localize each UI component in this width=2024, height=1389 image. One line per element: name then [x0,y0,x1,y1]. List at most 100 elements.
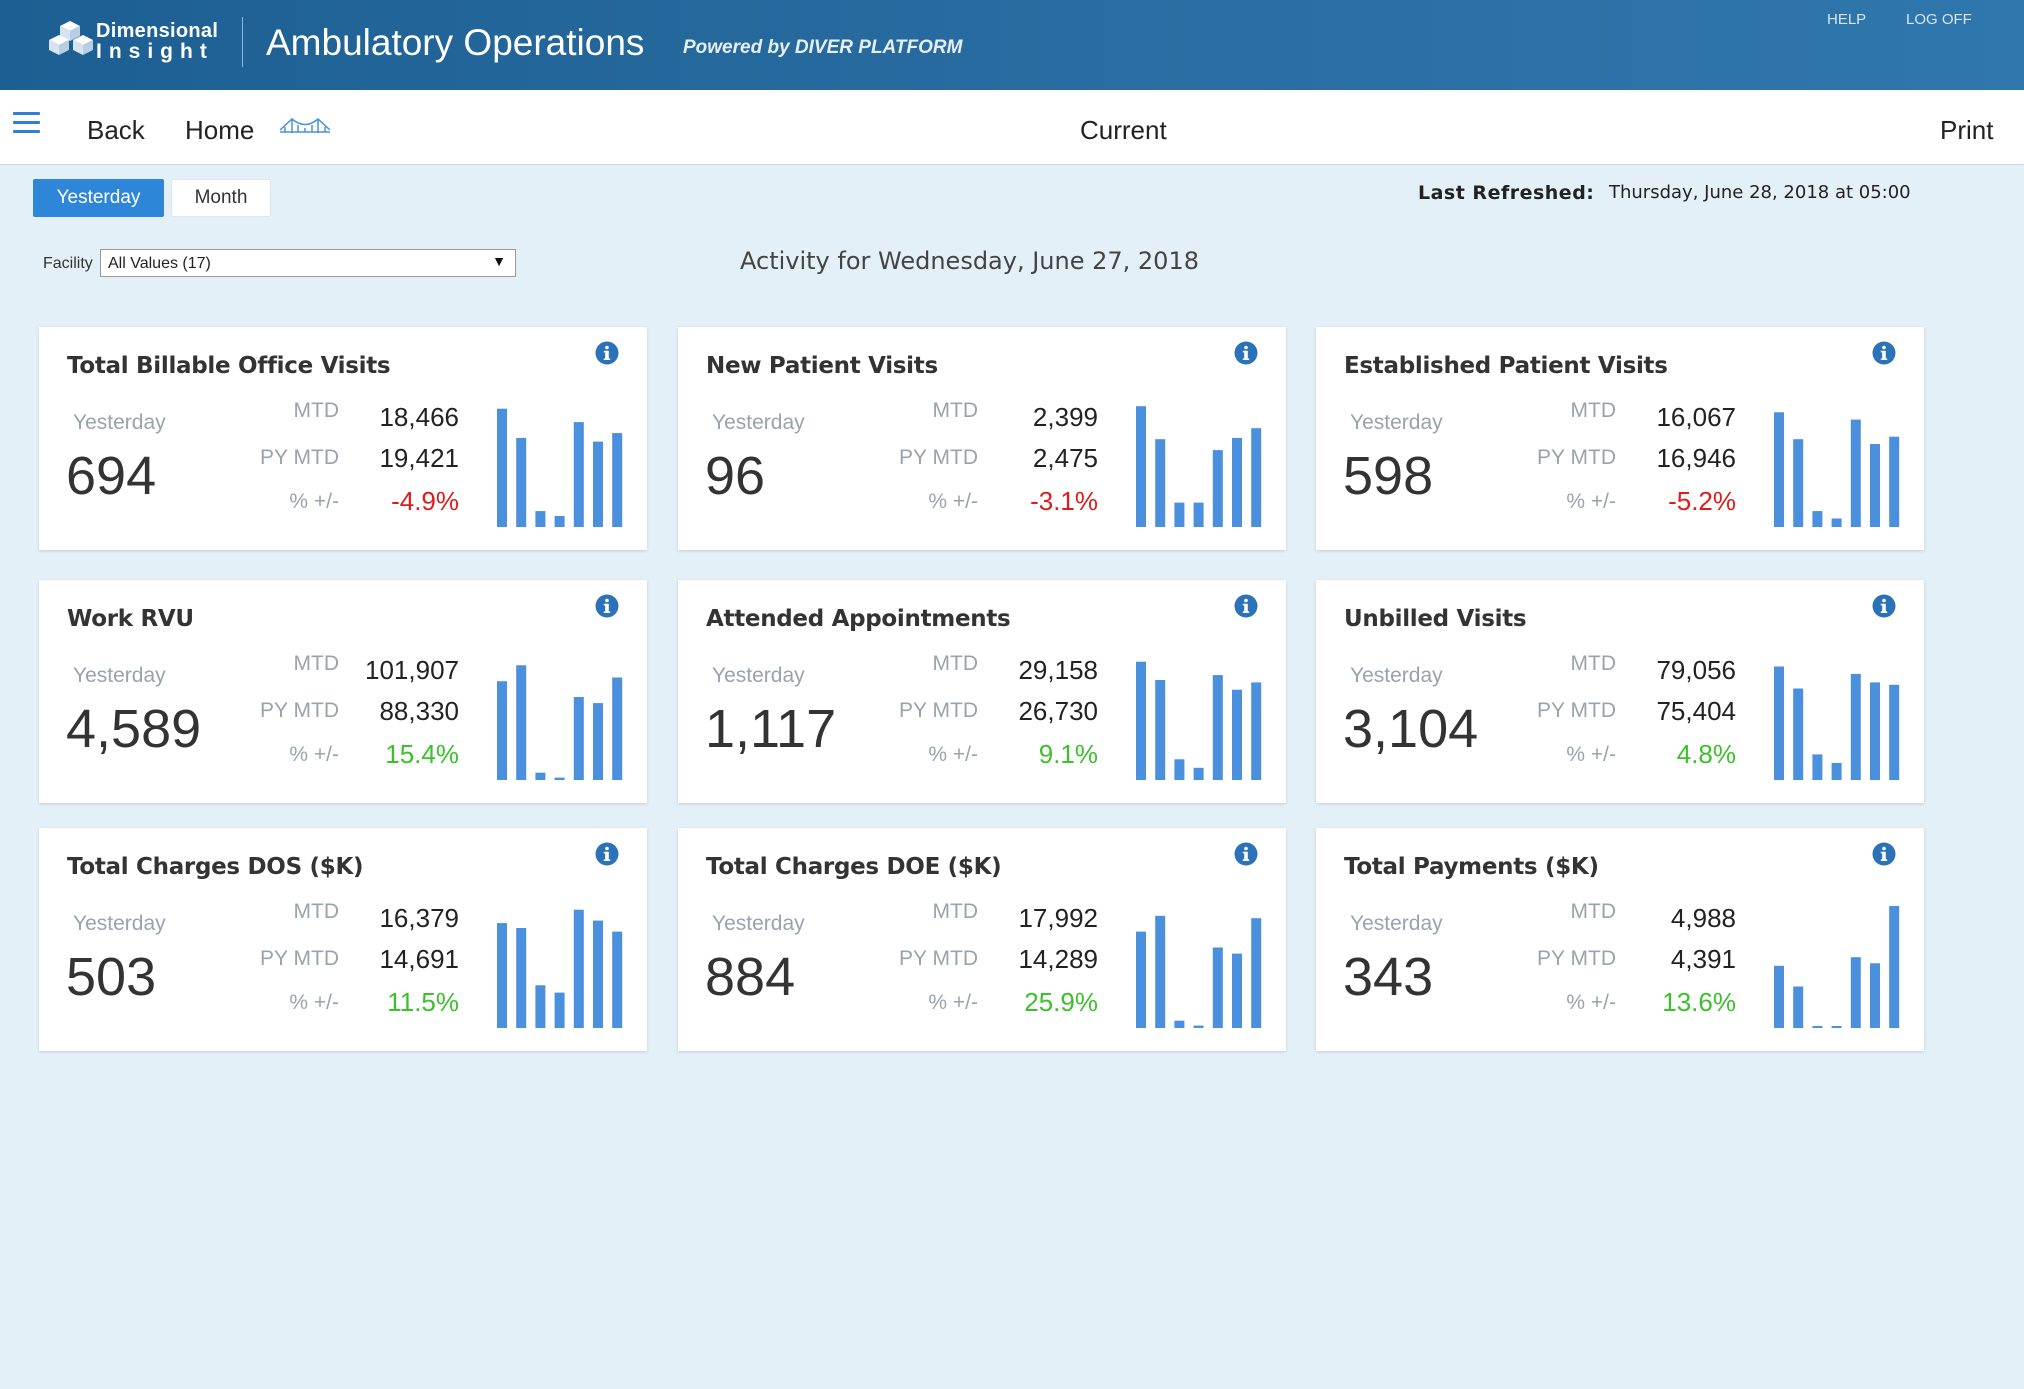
sparkline-bar-chart [1774,906,1900,1028]
py-mtd-label: PY MTD [1537,947,1616,970]
mtd-label: MTD [932,652,979,675]
sparkline-bar [1136,661,1146,780]
sparkline-bar [1174,502,1185,527]
yesterday-value: 3,104 [1343,699,1479,759]
py-mtd-label: PY MTD [260,446,339,469]
yesterday-label: Yesterday [712,912,805,935]
py-mtd-value: 75,404 [1656,696,1736,726]
sparkline-bar [573,422,584,527]
pct-change-value: 25.9% [1024,987,1098,1017]
yesterday-value: 884 [705,947,796,1007]
info-icon[interactable] [595,594,619,618]
dropdown-caret-icon: ▼ [492,253,506,269]
kpi-card[interactable]: New Patient Visits Yesterday 96 MTD PY MTD % … [678,327,1286,550]
sparkline-bar [497,681,507,780]
facility-select[interactable]: All Values (17) ▼ [100,249,516,277]
kpi-card[interactable]: Attended Appointments Yesterday 1,117 MTD PY… [678,580,1286,803]
mtd-value: 4,988 [1670,903,1736,933]
yesterday-value: 503 [66,947,157,1007]
yesterday-value: 4,589 [66,699,202,759]
py-mtd-value: 2,475 [1032,443,1098,473]
py-mtd-value: 26,730 [1018,696,1098,726]
kpi-card[interactable]: Total Charges DOE ($K) Yesterday 884 MTD PY … [678,828,1286,1051]
py-mtd-label: PY MTD [1537,446,1616,469]
sparkline-bar [1232,953,1242,1028]
card-title: New Patient Visits [706,353,938,379]
pct-change-value: 13.6% [1662,987,1736,1017]
sparkline-bar [1870,682,1880,780]
sparkline-bar [593,703,603,780]
sparkline-bar-chart [1136,915,1262,1028]
yesterday-label: Yesterday [73,912,166,935]
mtd-label: MTD [1570,900,1617,923]
mtd-value: 2,399 [1032,402,1098,432]
kpi-card[interactable]: Established Patient Visits Yesterday 598 MT… [1316,327,1924,550]
info-icon[interactable] [595,341,619,365]
back-button[interactable]: Back [87,115,145,145]
py-mtd-label: PY MTD [899,699,978,722]
info-icon[interactable] [595,842,619,866]
sparkline-bar [497,923,507,1028]
sparkline-bar [593,920,603,1028]
sparkline-bar-chart [1136,661,1262,780]
mtd-label: MTD [293,652,340,675]
card-title: Total Charges DOE ($K) [706,854,1002,880]
home-button[interactable]: Home [185,115,255,145]
yesterday-value: 96 [705,446,766,506]
info-icon[interactable] [1872,341,1896,365]
help-link[interactable]: HELP [1827,11,1867,28]
yesterday-label: Yesterday [73,411,166,434]
app-title: Ambulatory Operations [266,22,645,63]
sparkline-bar [573,697,584,780]
sparkline-bar [1774,666,1784,780]
sparkline-bar [1793,986,1804,1028]
pct-change-value: -3.1% [1030,486,1098,516]
activity-title: Activity for Wednesday, June 27, 2018 [740,247,1199,275]
mtd-value: 17,992 [1018,903,1098,933]
sparkline-bar [1193,767,1204,780]
month-toggle-button[interactable]: Month [171,179,271,217]
sparkline-bar [554,777,565,780]
py-mtd-label: PY MTD [260,947,339,970]
kpi-card[interactable]: Unbilled Visits Yesterday 3,104 MTD PY MTD % … [1316,580,1924,803]
sparkline-bar [1812,1026,1823,1028]
sparkline-bar [1174,759,1185,780]
kpi-card[interactable]: Total Billable Office Visits Yesterday 694… [39,327,647,550]
mtd-label: MTD [293,399,340,422]
card-title: Unbilled Visits [1344,606,1527,632]
kpi-card[interactable]: Total Charges DOS ($K) Yesterday 503 MTD PY … [39,828,647,1051]
sparkline-bar [535,511,546,527]
mtd-label: MTD [1570,652,1617,675]
pct-label: % +/- [928,743,978,766]
pct-label: % +/- [289,743,339,766]
info-icon[interactable] [1234,341,1258,365]
yesterday-toggle-button[interactable]: Yesterday [33,179,164,217]
print-button[interactable]: Print [1940,115,1994,145]
kpi-card[interactable]: Work RVU Yesterday 4,589 MTD PY MTD % +/- 101,… [39,580,647,803]
yesterday-label: Yesterday [712,411,805,434]
banner-divider [242,17,243,67]
pct-label: % +/- [289,490,339,513]
logo-text-line1: Dimensional [96,20,219,42]
sparkline-bar-chart [497,408,623,527]
sparkline-bar [1155,915,1166,1028]
mtd-label: MTD [932,399,979,422]
info-icon[interactable] [1872,842,1896,866]
sparkline-bar [1251,918,1262,1028]
sparkline-bar [1136,931,1146,1028]
kpi-card[interactable]: Total Payments ($K) Yesterday 343 MTD PY MTD… [1316,828,1924,1051]
facility-selected-value: All Values (17) [108,255,211,272]
info-icon[interactable] [1234,594,1258,618]
sparkline-bar [1251,428,1262,527]
sparkline-bar [1889,436,1900,527]
log-off-link[interactable]: LOG OFF [1906,11,1972,28]
pct-label: % +/- [1566,991,1616,1014]
current-view-label: Current [1080,115,1167,145]
sparkline-bar [1136,406,1146,527]
mtd-label: MTD [1570,399,1617,422]
info-icon[interactable] [1872,594,1896,618]
info-icon[interactable] [1234,842,1258,866]
bridge-icon[interactable] [278,116,332,138]
hamburger-menu-icon[interactable] [13,112,40,134]
mtd-label: MTD [932,900,979,923]
